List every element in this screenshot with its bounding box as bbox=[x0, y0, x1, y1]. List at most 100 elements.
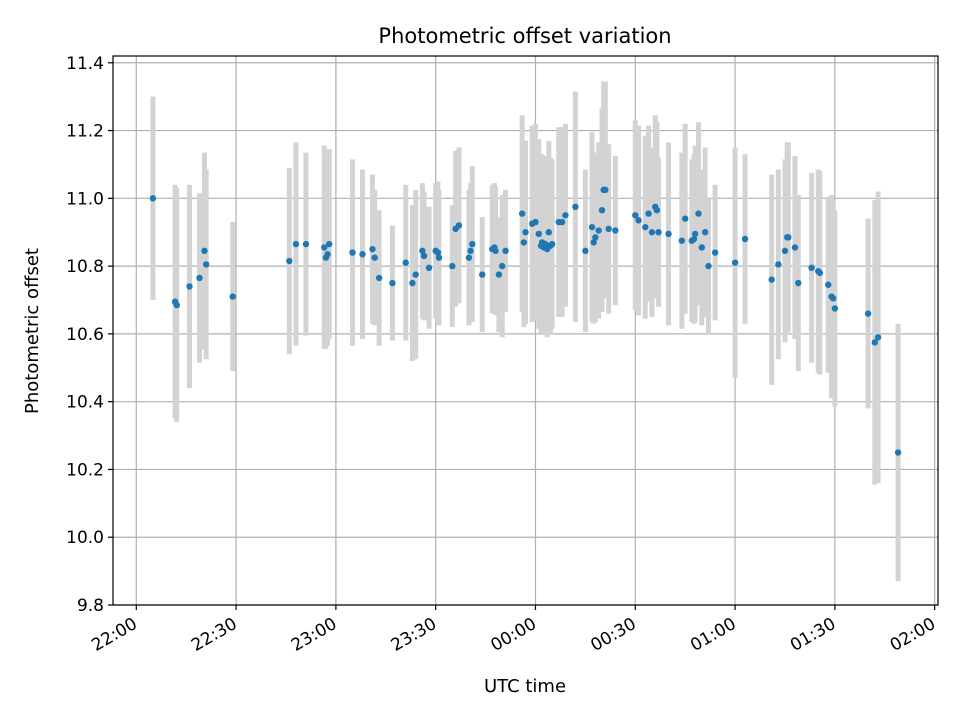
data-point bbox=[830, 295, 837, 302]
data-point bbox=[196, 274, 203, 282]
data-point bbox=[731, 259, 739, 266]
data-point bbox=[467, 247, 474, 255]
data-point bbox=[479, 271, 486, 278]
data-point bbox=[518, 210, 526, 217]
data-point bbox=[874, 334, 882, 341]
y-tick-label: 10.4 bbox=[66, 393, 104, 413]
data-point bbox=[655, 229, 662, 236]
data-point bbox=[435, 254, 443, 261]
data-point bbox=[816, 269, 824, 277]
x-axis-title: UTC time bbox=[484, 676, 566, 697]
data-point bbox=[469, 240, 476, 248]
data-point bbox=[419, 247, 426, 255]
data-point bbox=[286, 257, 293, 265]
data-point bbox=[186, 283, 193, 290]
data-point bbox=[582, 247, 589, 255]
data-point bbox=[648, 229, 656, 236]
data-point bbox=[642, 223, 649, 231]
y-tick-label: 10.0 bbox=[66, 528, 104, 548]
y-axis: 9.8 10.0 10.2 10.4 10.6 10.8 11.0 11.2 11.4 bbox=[66, 54, 113, 616]
y-tick-label: 10.6 bbox=[66, 325, 104, 345]
data-point bbox=[324, 251, 331, 258]
data-point bbox=[520, 239, 528, 246]
data-point bbox=[602, 186, 609, 194]
data-point bbox=[864, 310, 872, 317]
data-point bbox=[871, 339, 878, 346]
data-point bbox=[741, 235, 749, 243]
y-tick-label: 11.4 bbox=[66, 54, 104, 74]
data-point bbox=[455, 222, 463, 229]
data-point bbox=[359, 251, 366, 258]
plot-frame bbox=[112, 55, 939, 606]
chart-title: Photometric offset variation bbox=[378, 24, 671, 48]
data-point bbox=[562, 212, 569, 219]
data-point bbox=[825, 281, 832, 288]
data-point bbox=[173, 301, 180, 309]
data-point bbox=[711, 249, 719, 256]
data-point bbox=[229, 293, 236, 300]
data-point bbox=[791, 244, 799, 251]
data-point bbox=[349, 249, 356, 256]
data-point bbox=[149, 195, 157, 202]
y-tick-label: 11.0 bbox=[66, 189, 104, 209]
data-point bbox=[691, 230, 699, 238]
data-point bbox=[522, 229, 529, 236]
data-point bbox=[695, 210, 702, 217]
data-point bbox=[545, 229, 552, 236]
data-point bbox=[590, 239, 597, 246]
data-point bbox=[690, 235, 698, 243]
data-point bbox=[409, 279, 416, 287]
data-point bbox=[532, 218, 539, 226]
y-tick-label: 9.8 bbox=[77, 596, 104, 616]
data-point bbox=[292, 240, 300, 248]
data-point bbox=[705, 262, 712, 270]
data-point bbox=[535, 230, 543, 238]
data-point bbox=[465, 254, 473, 261]
data-point bbox=[588, 223, 596, 231]
data-point bbox=[434, 249, 442, 256]
data-point bbox=[371, 254, 378, 261]
data-point bbox=[412, 271, 419, 278]
data-point bbox=[781, 247, 789, 255]
data-point bbox=[321, 244, 328, 251]
data-point bbox=[402, 259, 409, 266]
data-point bbox=[678, 237, 686, 244]
y-tick-label: 10.2 bbox=[66, 460, 104, 480]
data-point bbox=[795, 279, 802, 287]
data-point bbox=[572, 203, 579, 211]
data-point bbox=[831, 305, 839, 312]
y-tick-label: 10.8 bbox=[66, 257, 104, 277]
data-point bbox=[701, 229, 709, 236]
data-point bbox=[375, 274, 383, 282]
data-point bbox=[389, 279, 396, 287]
data-point bbox=[612, 227, 619, 234]
data-point bbox=[635, 217, 642, 224]
data-point bbox=[653, 206, 661, 214]
data-point bbox=[894, 449, 902, 456]
data-point bbox=[768, 276, 775, 283]
data-point bbox=[698, 244, 706, 251]
data-point bbox=[201, 247, 208, 255]
data-point bbox=[645, 210, 652, 217]
data-point bbox=[592, 234, 599, 241]
data-point bbox=[681, 215, 689, 222]
data-point bbox=[425, 264, 433, 272]
data-point bbox=[632, 212, 639, 219]
data-point bbox=[598, 206, 606, 214]
data-point bbox=[420, 252, 428, 260]
data-point bbox=[202, 261, 210, 268]
data-points bbox=[149, 186, 902, 456]
data-point bbox=[369, 245, 376, 253]
data-point bbox=[665, 230, 672, 238]
grid bbox=[113, 56, 938, 606]
data-point bbox=[495, 271, 503, 278]
y-tick-label: 11.2 bbox=[66, 122, 104, 142]
data-point bbox=[326, 240, 333, 248]
data-point bbox=[548, 240, 556, 248]
y-axis-title: Photometric offset bbox=[22, 248, 43, 414]
data-point bbox=[808, 264, 815, 272]
data-point bbox=[605, 225, 612, 233]
data-point bbox=[595, 227, 602, 234]
data-point bbox=[449, 262, 456, 270]
